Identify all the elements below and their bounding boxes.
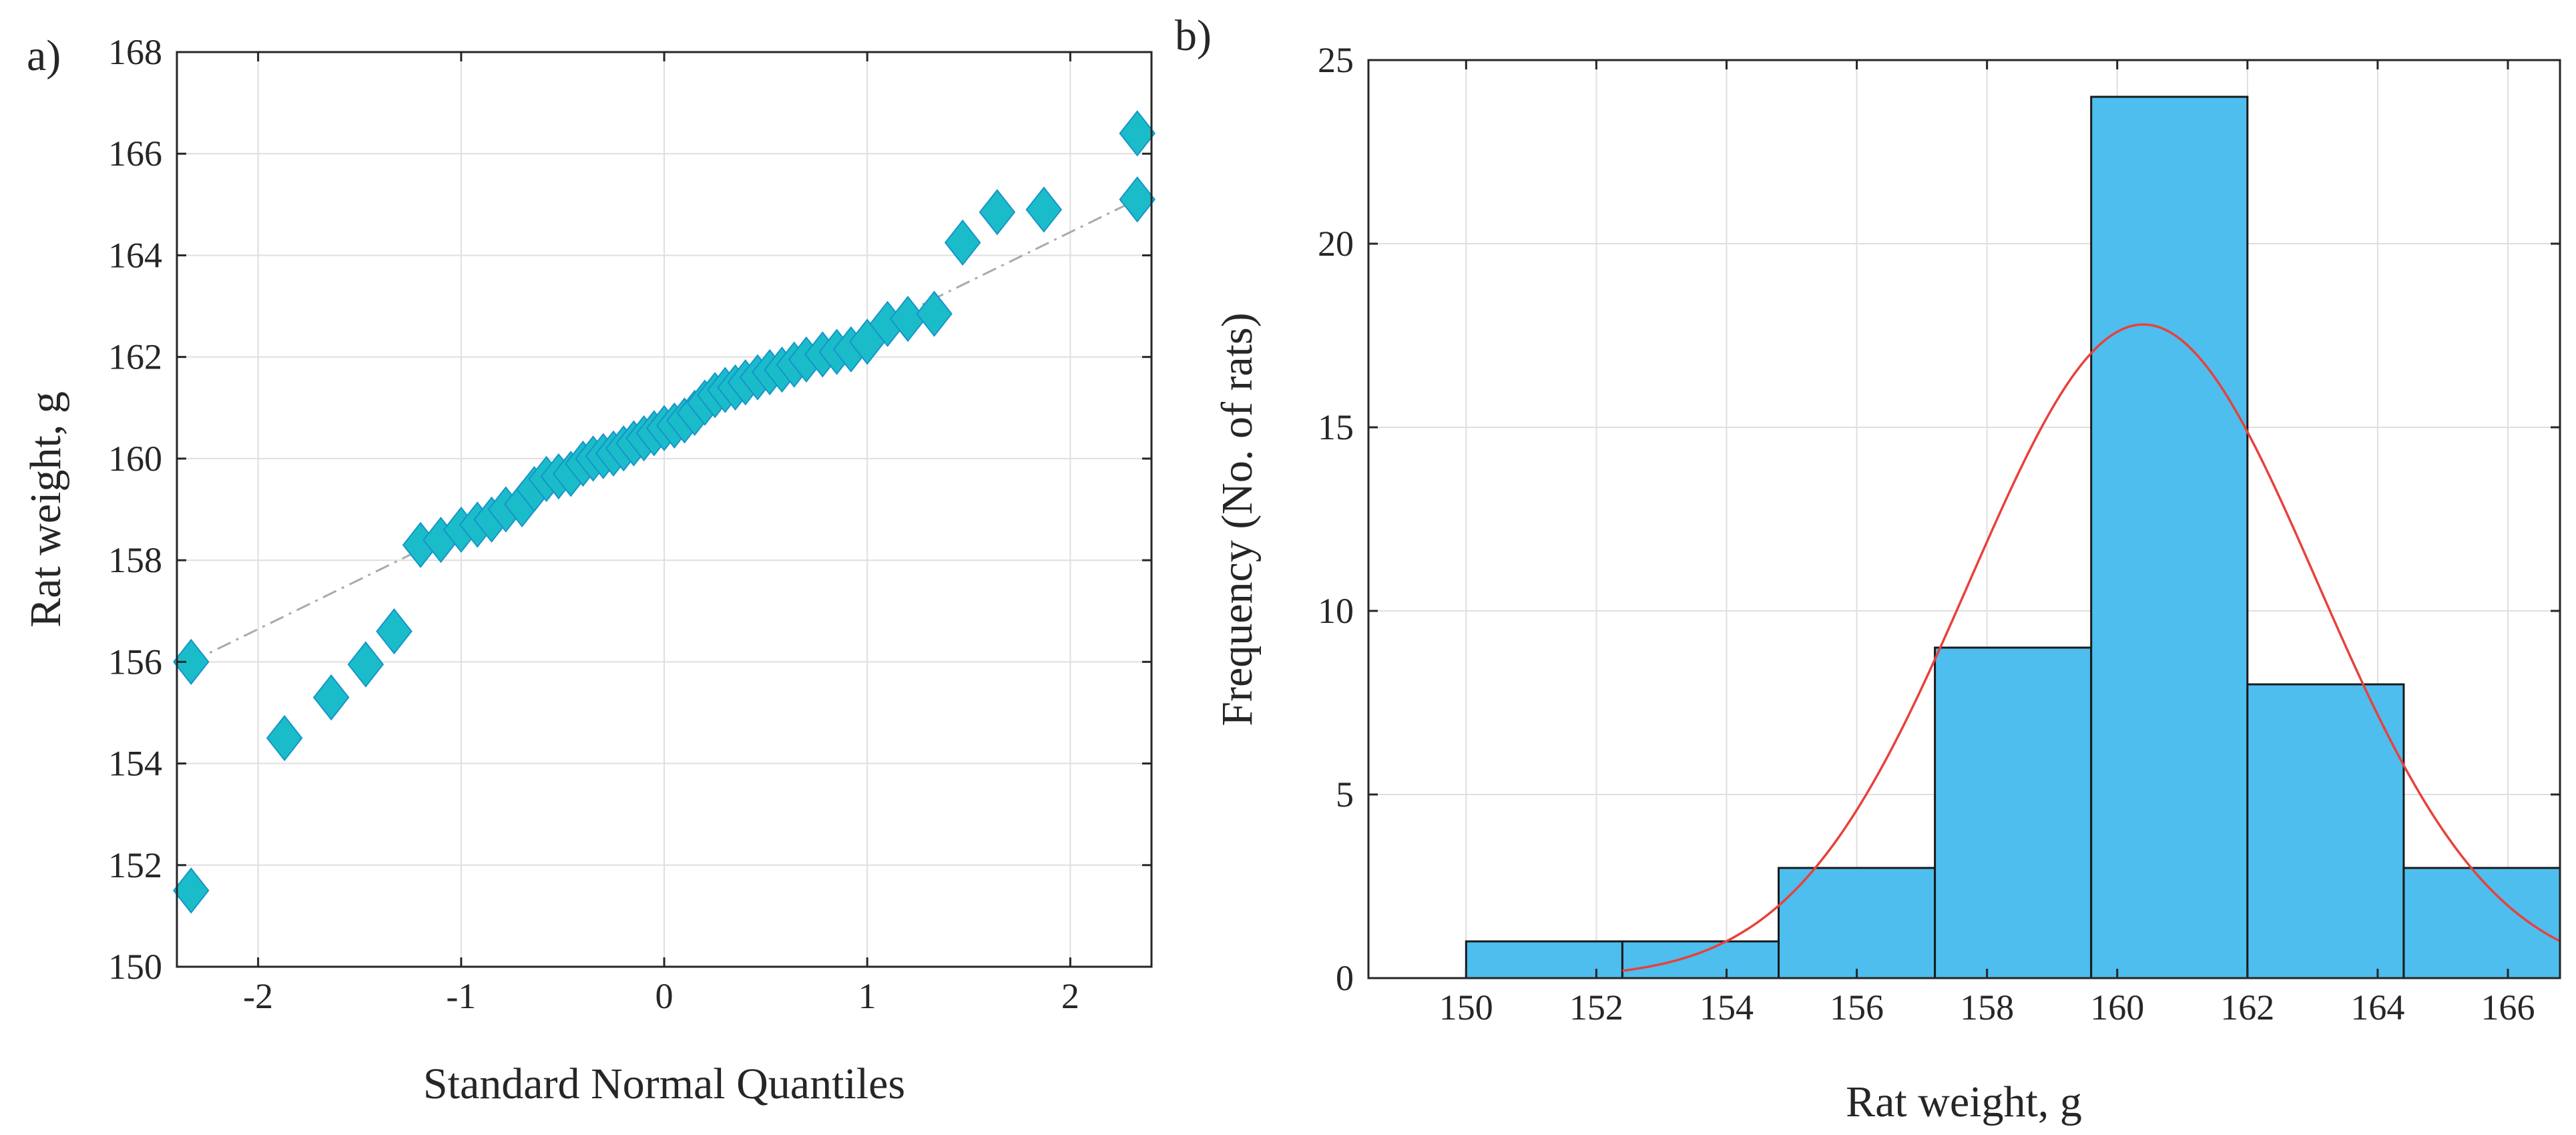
qq-diamond-point — [1025, 186, 1063, 233]
qq-diamond-point — [1119, 176, 1155, 223]
histogram-x-tick-label: 158 — [1960, 987, 2014, 1028]
histogram-frame — [1367, 59, 2561, 979]
histogram-x-tick-label: 164 — [2350, 987, 2404, 1028]
qq-y-tick-label: 150 — [108, 947, 162, 987]
histogram-x-tick-label: 166 — [2481, 987, 2535, 1028]
qq-x-tick-label: -1 — [446, 976, 476, 1016]
qq-x-tick-label: 2 — [1061, 976, 1079, 1016]
qq-y-tick-label: 160 — [108, 439, 162, 479]
qq-y-tick-label: 152 — [108, 845, 162, 885]
qq-points — [173, 110, 1155, 914]
qq-diamond-point — [944, 219, 981, 266]
histogram-x-ticks: 150 152 154 156 158 160 162 164 166 — [1439, 60, 2535, 1028]
panel-b-label: b) — [1175, 11, 1212, 60]
histogram-y-tick-label: 10 — [1318, 591, 1354, 631]
qq-plot-panel: a) -2 -1 0 1 2 150 152 154 156 158 160 162 164 166 16… — [21, 31, 1155, 1108]
qq-y-tick-label: 168 — [108, 32, 162, 72]
histogram-bar — [2246, 683, 2405, 979]
qq-x-ticks: -2 -1 0 1 2 — [243, 52, 1079, 1016]
qq-diamond-point — [312, 674, 350, 721]
qq-x-tick-label: 0 — [656, 976, 674, 1016]
qq-y-tick-label: 154 — [108, 744, 162, 784]
qq-diamond-point — [266, 714, 303, 762]
qq-x-axis-title: Standard Normal Quantiles — [423, 1060, 905, 1108]
histogram-x-tick-label: 156 — [1830, 987, 1884, 1028]
qq-y-ticks: 150 152 154 156 158 160 162 164 166 168 — [108, 32, 1151, 987]
histogram-bar — [1934, 646, 2093, 979]
qq-y-tick-label: 158 — [108, 540, 162, 580]
qq-y-tick-label: 162 — [108, 337, 162, 377]
histogram-panel: b) 150 152 154 156 158 160 162 164 166 0 5 10 15 20 2… — [1175, 11, 2561, 1126]
histogram-y-tick-label: 25 — [1318, 40, 1354, 80]
qq-diamond-point — [173, 638, 210, 685]
histogram-bars — [1465, 95, 2561, 979]
histogram-bar — [1465, 940, 1623, 979]
histogram-x-tick-label: 160 — [2090, 987, 2144, 1028]
qq-diamond-point — [173, 867, 210, 914]
qq-diamond-point — [916, 290, 953, 337]
histogram-bar — [2090, 95, 2249, 979]
histogram-bar — [2402, 867, 2561, 979]
histogram-y-tick-label: 0 — [1336, 958, 1354, 998]
histogram-y-tick-label: 20 — [1318, 224, 1354, 264]
qq-diamond-point — [376, 608, 413, 655]
qq-x-tick-label: 1 — [858, 976, 876, 1016]
panel-a-label: a) — [27, 31, 61, 80]
histogram-y-tick-label: 15 — [1318, 407, 1354, 447]
qq-y-tick-label: 166 — [108, 134, 162, 174]
qq-y-tick-label: 164 — [108, 235, 162, 275]
histogram-x-tick-label: 152 — [1569, 987, 1623, 1028]
histogram-y-axis-title: Frequency (No. of rats) — [1213, 312, 1262, 726]
histogram-x-axis-title: Rat weight, g — [1846, 1078, 2082, 1126]
histogram-bar — [1621, 940, 1780, 979]
qq-x-tick-label: -2 — [243, 976, 273, 1016]
qq-y-axis-title: Rat weight, g — [21, 391, 70, 628]
histogram-x-tick-label: 162 — [2220, 987, 2274, 1028]
qq-diamond-point — [347, 641, 384, 688]
qq-diamond-point — [979, 189, 1016, 236]
histogram-y-ticks: 0 5 10 15 20 25 — [1318, 40, 2560, 998]
histogram-y-tick-label: 5 — [1336, 774, 1354, 815]
normal-fit-curve — [1622, 323, 2561, 972]
qq-y-tick-label: 156 — [108, 642, 162, 682]
histogram-x-tick-label: 154 — [1700, 987, 1754, 1028]
qq-diamond-point — [1119, 110, 1155, 157]
histogram-x-tick-label: 150 — [1439, 987, 1493, 1028]
